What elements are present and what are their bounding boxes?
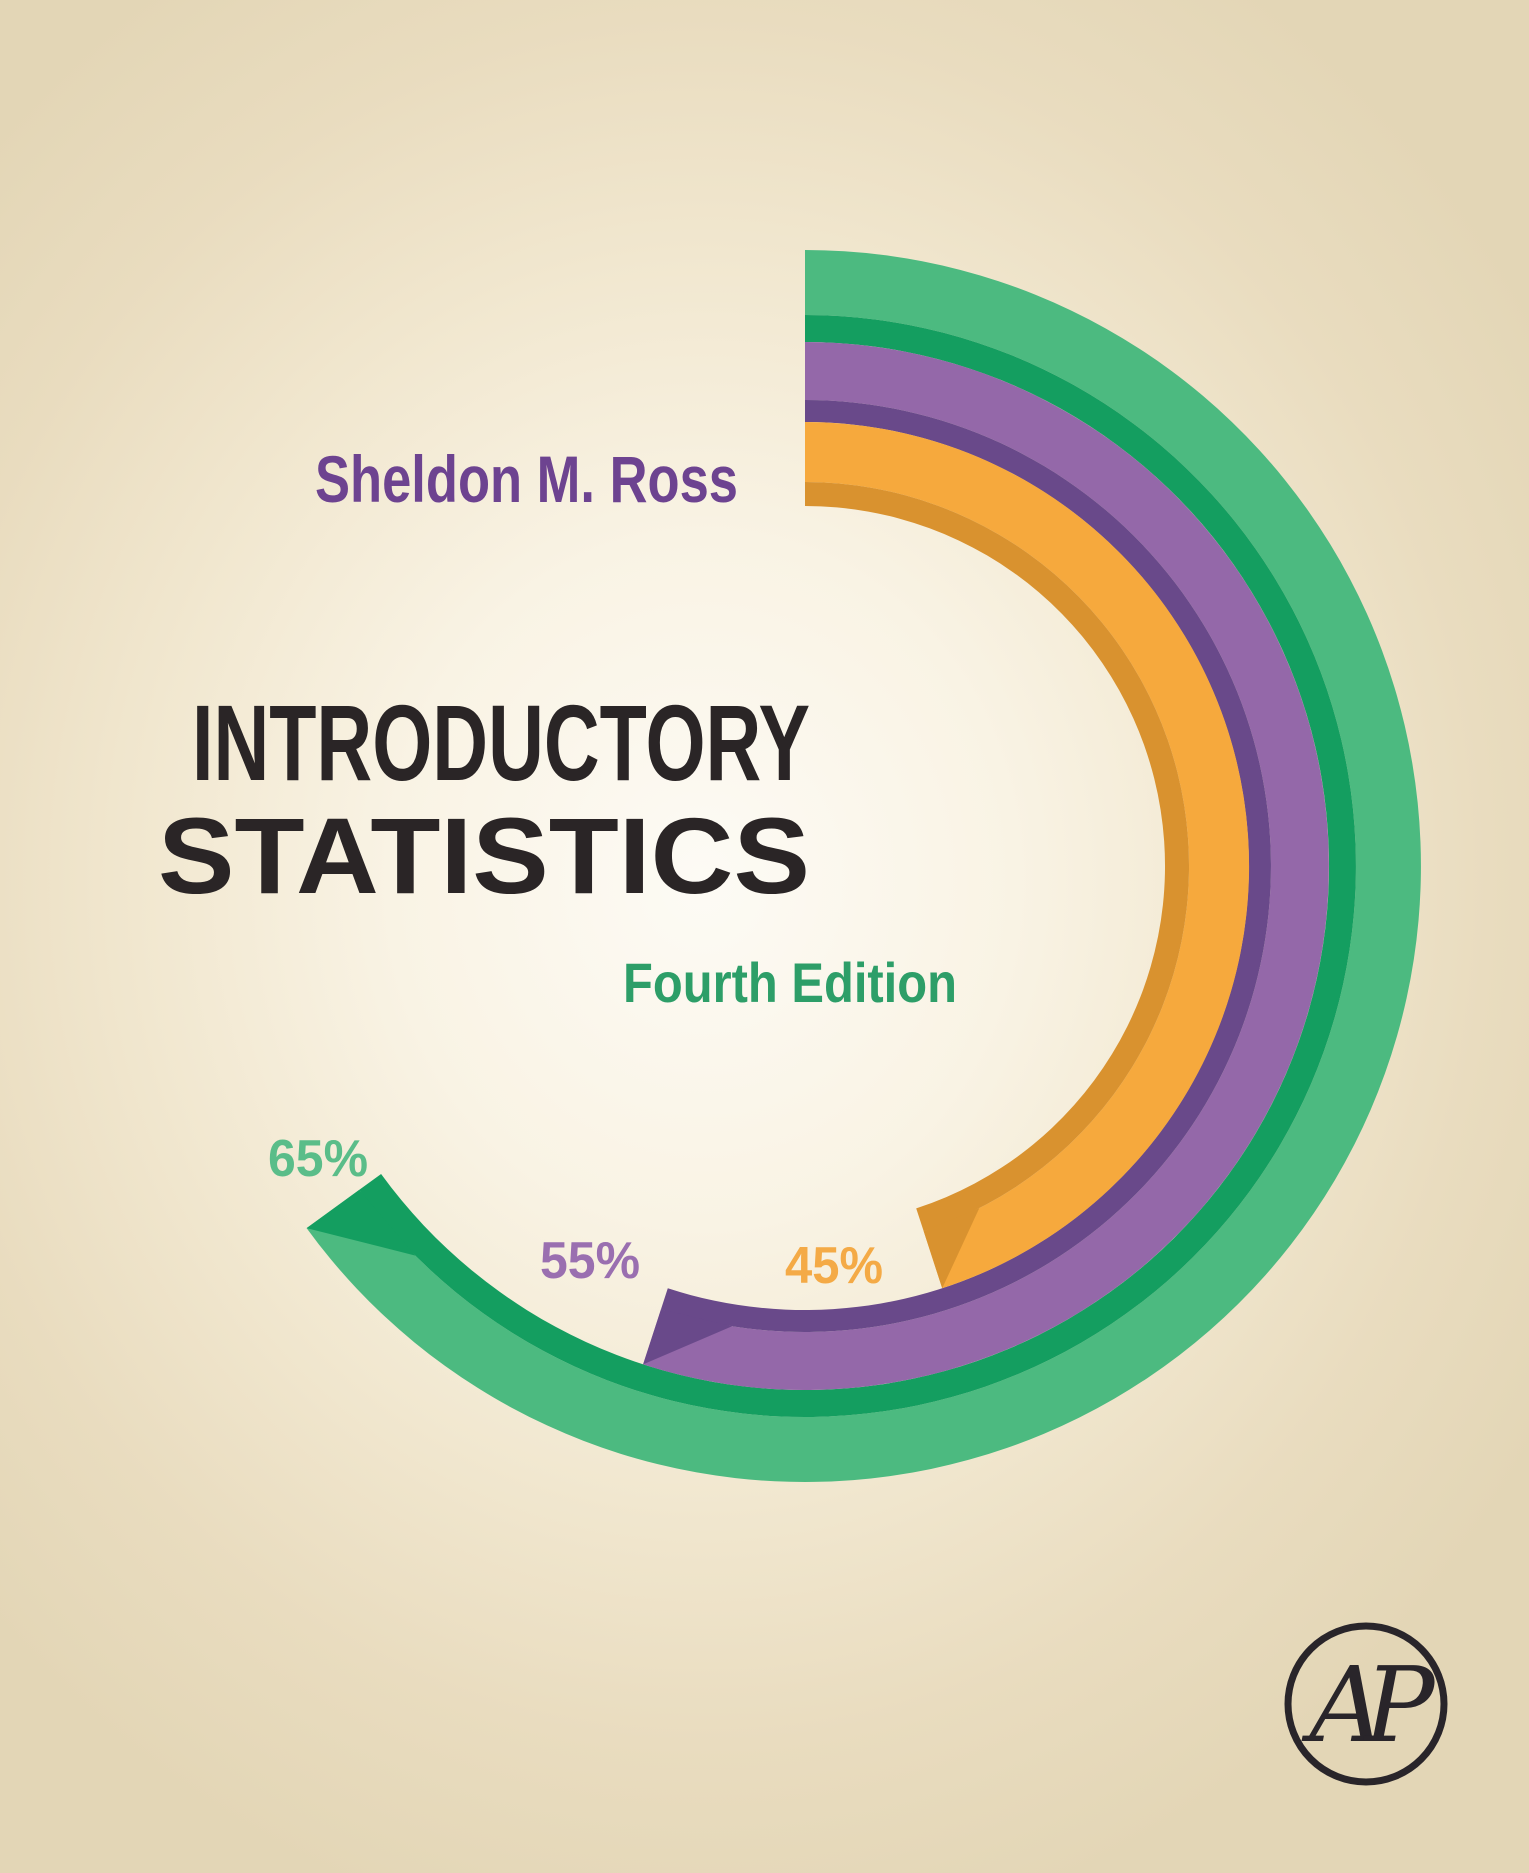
ring-label-45: 45%: [785, 1237, 883, 1295]
ring-label-55: 55%: [540, 1232, 640, 1290]
publisher-logo-monogram: AP: [1301, 1644, 1436, 1766]
publisher-logo-circle: [1284, 1622, 1448, 1786]
title-line-1: INTRODUCTORY: [192, 682, 810, 803]
author-name: Sheldon M. Ross: [315, 442, 738, 516]
donut-rings: [306, 250, 1421, 1482]
ring-label-65: 65%: [268, 1130, 368, 1188]
inner-orange-ring-end-bevel: [923, 1208, 980, 1289]
title-line-2: STATISTICS: [158, 795, 810, 916]
outer-green-ring-end-bevel: [306, 1189, 416, 1256]
middle-purple-ring-end-bevel: [643, 1309, 733, 1365]
edition-label: Fourth Edition: [623, 951, 957, 1014]
publisher-logo: AP: [1284, 1622, 1457, 1786]
inner-orange-ring-band: [805, 422, 1250, 1289]
